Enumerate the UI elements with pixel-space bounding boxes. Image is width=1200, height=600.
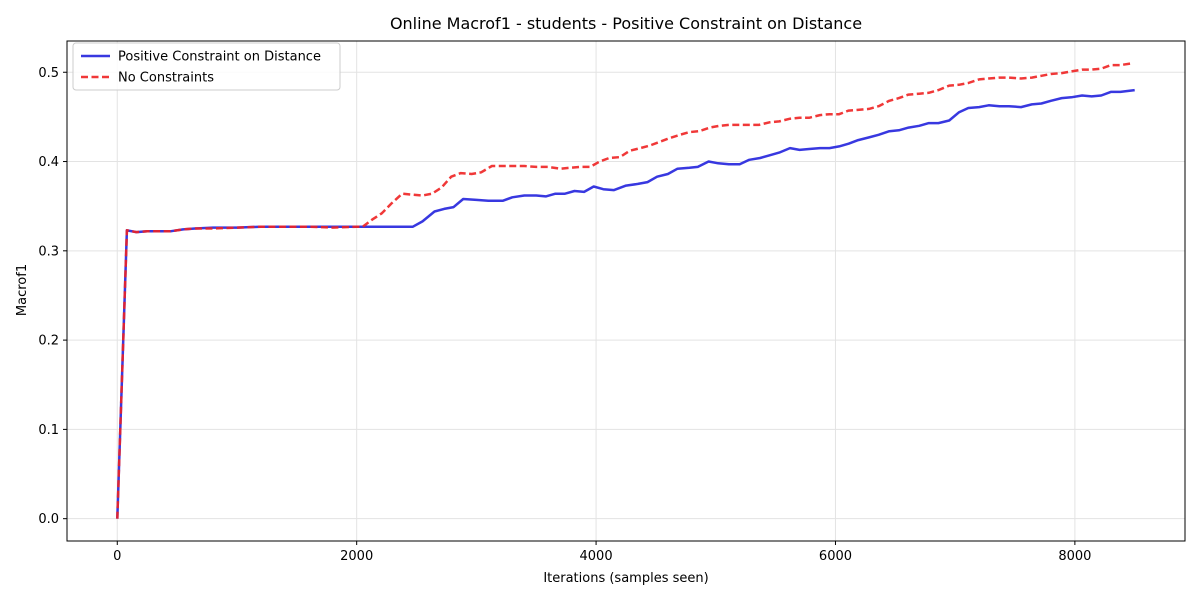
y-axis-label: Macrof1 — [15, 264, 30, 316]
x-axis-label: Iterations (samples seen) — [543, 571, 708, 586]
x-tick-label: 6000 — [819, 549, 852, 564]
y-tick-label: 0.4 — [38, 155, 59, 170]
legend-label-1: Positive Constraint on Distance — [118, 50, 321, 65]
y-tick-label: 0.5 — [38, 66, 59, 81]
legend: Positive Constraint on Distance No Constr… — [72, 42, 341, 91]
series-line-1 — [116, 88, 1135, 519]
x-tick-label: 2000 — [340, 549, 373, 564]
y-tick-label: 0.0 — [38, 512, 59, 527]
x-tick-label: 8000 — [1058, 549, 1091, 564]
y-axis: 0.0 0.1 0.2 0.3 0.4 0.5 — [38, 66, 67, 527]
chart-title: Online Macrof1 - students - Positive Con… — [390, 14, 862, 33]
y-tick-label: 0.3 — [38, 244, 59, 259]
legend-label-2: No Constraints — [118, 71, 214, 86]
x-axis: 0 2000 4000 6000 8000 — [113, 541, 1091, 564]
legend-box — [72, 42, 341, 91]
x-tick-label: 4000 — [580, 549, 613, 564]
y-tick-label: 0.1 — [38, 423, 59, 438]
series-line-2 — [116, 62, 1133, 519]
y-tick-label: 0.2 — [38, 334, 59, 349]
x-tick-label: 0 — [113, 549, 121, 564]
series-layer — [116, 62, 1135, 519]
plot-frame — [66, 40, 1186, 542]
grid — [67, 41, 1185, 541]
